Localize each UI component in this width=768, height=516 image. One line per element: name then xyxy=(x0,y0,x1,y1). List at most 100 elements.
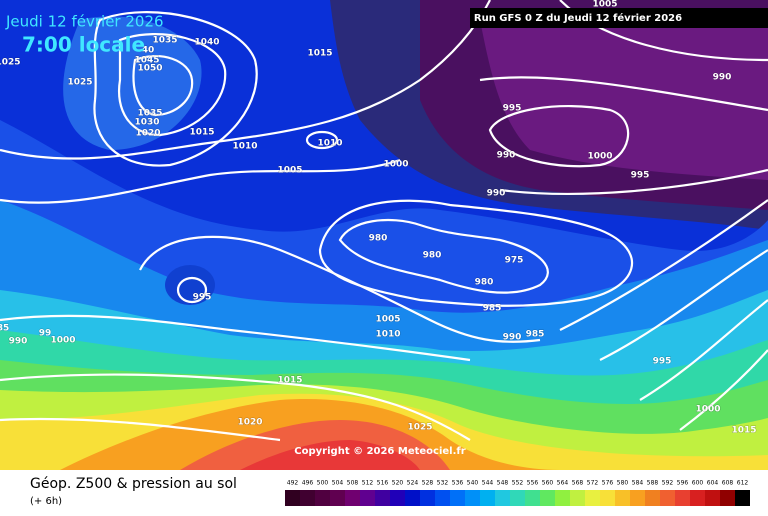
colorbar-tick-label: 548 xyxy=(497,480,509,487)
colorbar-cell xyxy=(600,490,615,506)
isobar-label: 1005 xyxy=(277,166,302,176)
colorbar-tick-label: 608 xyxy=(722,480,734,487)
isobar-label: 85 xyxy=(0,324,9,334)
colorbar-tick-label: 580 xyxy=(617,480,629,487)
colorbar-tick-label: 532 xyxy=(437,480,449,487)
colorbar-tick-label: 552 xyxy=(512,480,524,487)
isobar-label: 990 xyxy=(713,73,732,83)
run-info: Run GFS 0 Z du Jeudi 12 février 2026 xyxy=(474,12,682,24)
isobar-label: 1040 xyxy=(194,38,219,48)
colorbar-tick-label: 528 xyxy=(422,480,434,487)
colorbar-tick-label: 576 xyxy=(602,480,614,487)
isobar-label: 1050 xyxy=(137,64,162,74)
footer-step: (+ 6h) xyxy=(30,496,62,507)
colorbar-tick-label: 560 xyxy=(542,480,554,487)
colorbar-cell xyxy=(345,490,360,506)
colorbar-tick-label: 572 xyxy=(587,480,599,487)
colorbar-cell xyxy=(405,490,420,506)
isobar-label: 990 xyxy=(9,337,28,347)
isobar-label: 1035 xyxy=(137,109,162,119)
colorbar: 492 496 500 504 508 512 516 520 524 528 532 536 540 5… xyxy=(285,480,750,506)
time-label: 7:00 locale xyxy=(22,33,145,57)
isobar-label: 1015 xyxy=(731,426,756,436)
colorbar-tick-label: 556 xyxy=(527,480,539,487)
date-label: Jeudi 12 février 2026 xyxy=(5,13,164,31)
colorbar-cell xyxy=(330,490,345,506)
isobar-label: 995 xyxy=(653,357,672,367)
isobar-label: 990 xyxy=(497,151,516,161)
colorbar-tick-label: 520 xyxy=(392,480,404,487)
colorbar-cell xyxy=(315,490,330,506)
colorbar-cell xyxy=(690,490,705,506)
isobar-label: 1000 xyxy=(383,160,408,170)
colorbar-cell xyxy=(645,490,660,506)
colorbar-cell xyxy=(435,490,450,506)
isobar-labels: 1035104040104510501025102510151035103010… xyxy=(0,0,757,436)
colorbar-cell xyxy=(570,490,585,506)
isobar-label: 1030 xyxy=(134,118,159,128)
colorbar-tick-label: 524 xyxy=(407,480,419,487)
colorbar-tick-label: 492 xyxy=(287,480,299,487)
colorbar-cell xyxy=(495,490,510,506)
colorbar-cell xyxy=(555,490,570,506)
colorbar-tick-label: 568 xyxy=(572,480,584,487)
colorbar-cell xyxy=(510,490,525,506)
isobar-label: 1035 xyxy=(152,36,177,46)
colorbar-tick-label: 604 xyxy=(707,480,719,487)
colorbar-cell xyxy=(360,490,375,506)
colorbar-tick-label: 500 xyxy=(317,480,329,487)
isobar-label: 985 xyxy=(526,330,545,340)
colorbar-cell xyxy=(465,490,480,506)
isobar-label: 1010 xyxy=(317,139,342,149)
colorbar-cell xyxy=(375,490,390,506)
isobar-label: 1010 xyxy=(375,330,400,340)
colorbar-tick-label: 612 xyxy=(737,480,749,487)
colorbar-tick-label: 592 xyxy=(662,480,674,487)
colorbar-tick-label: 540 xyxy=(467,480,479,487)
colorbar-cell xyxy=(300,490,315,506)
isobar-label: 1010 xyxy=(232,142,257,152)
isobar-label: 1005 xyxy=(592,0,617,10)
isobar-label: 1005 xyxy=(375,315,400,325)
isobar-label: 990 xyxy=(487,189,506,199)
colorbar-tick-label: 600 xyxy=(692,480,704,487)
isobar-label: 990 xyxy=(503,333,522,343)
colorbar-cell xyxy=(540,490,555,506)
isobar-label: 1015 xyxy=(189,128,214,138)
colorbar-tick-label: 508 xyxy=(347,480,359,487)
isobar-label: 1025 xyxy=(407,423,432,433)
map-field xyxy=(0,0,768,470)
isobar-label: 975 xyxy=(505,256,524,266)
colorbar-cell xyxy=(720,490,735,506)
isobar-label: 1020 xyxy=(135,129,160,139)
isobar-label: 1015 xyxy=(307,49,332,59)
isobar-label: 1000 xyxy=(695,405,720,415)
copyright: Copyright © 2026 Meteociel.fr xyxy=(294,446,465,457)
isobar-label: 995 xyxy=(631,171,650,181)
colorbar-tick-label: 496 xyxy=(302,480,314,487)
isobar-label: 1020 xyxy=(237,418,262,428)
colorbar-cell xyxy=(705,490,720,506)
colorbar-tick-label: 596 xyxy=(677,480,689,487)
colorbar-tick-label: 516 xyxy=(377,480,389,487)
colorbar-cell xyxy=(285,490,300,506)
isobar-label: 1045 xyxy=(134,56,159,66)
colorbar-cell xyxy=(390,490,405,506)
colorbar-tick-label: 544 xyxy=(482,480,494,487)
isobar-label: 40 xyxy=(142,46,155,56)
isobar-label: 1025 xyxy=(0,58,21,68)
colorbar-tick-label: 564 xyxy=(557,480,569,487)
colorbar-cell xyxy=(675,490,690,506)
colorbar-cell xyxy=(525,490,540,506)
isobar-label: 980 xyxy=(423,251,442,261)
colorbar-tick-label: 512 xyxy=(362,480,374,487)
isobar-label: 980 xyxy=(369,234,388,244)
isobars xyxy=(0,0,768,442)
isobar-label: 995 xyxy=(193,293,212,303)
colorbar-cell xyxy=(615,490,630,506)
colorbar-cell xyxy=(450,490,465,506)
colorbar-tick-label: 536 xyxy=(452,480,464,487)
isobar-label: 985 xyxy=(483,304,502,314)
isobar-label: 980 xyxy=(475,278,494,288)
colorbar-tick-label: 588 xyxy=(647,480,659,487)
